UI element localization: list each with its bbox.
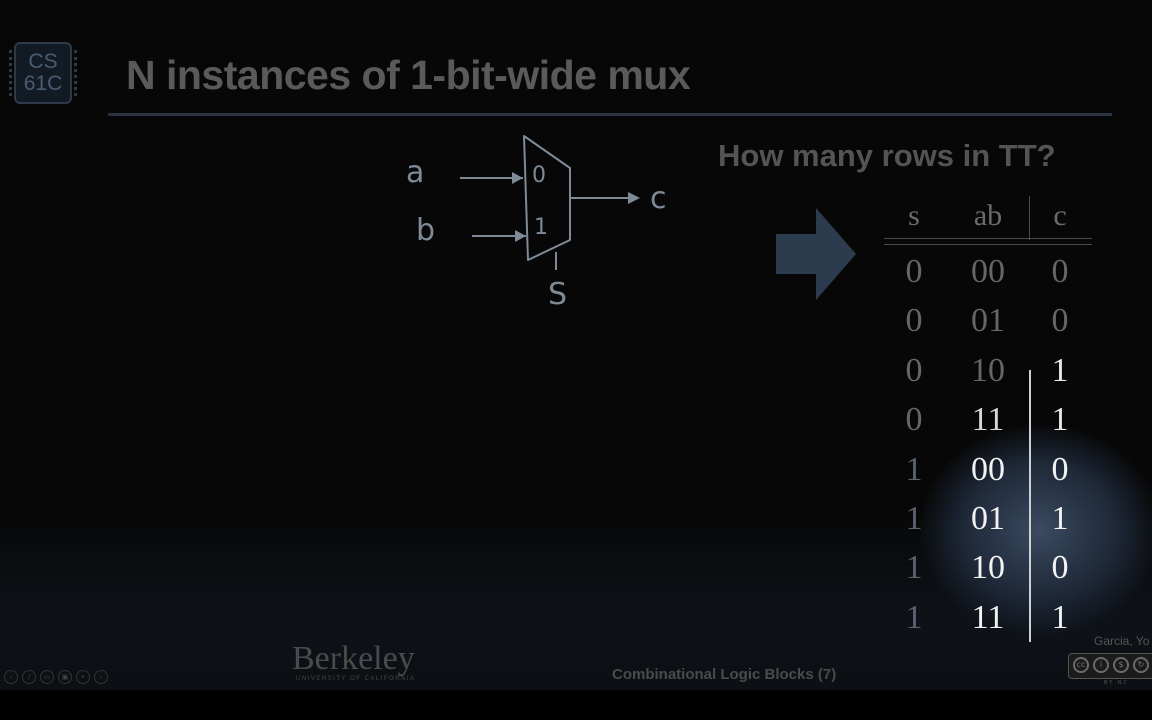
column-divider xyxy=(1029,370,1031,642)
mux-label-c: c xyxy=(650,181,667,216)
arrowhead-a xyxy=(512,172,523,184)
mux-label-b: b xyxy=(416,213,435,248)
mux-label-a: a xyxy=(406,155,424,190)
mux-port-1: 1 xyxy=(534,215,548,240)
highlight-glow xyxy=(920,425,1152,635)
question-text: How many rows in TT? xyxy=(718,138,1056,173)
cc-by-icon: i xyxy=(1093,657,1109,673)
truth-table-cell: 1 xyxy=(905,549,923,587)
license-labels: BY NC xyxy=(1104,680,1130,686)
truth-table-cell: 00 xyxy=(971,253,1005,290)
cc-sa-icon: ↻ xyxy=(1133,657,1149,673)
slide-nav-icons: ‹ / ▭ ▣ • › xyxy=(4,670,108,684)
mux-diagram: 0 1 a b c S xyxy=(406,135,667,312)
truth-table-cell: 0 xyxy=(905,351,923,389)
berkeley-logo: Berkeley xyxy=(292,640,415,677)
logo-line-2: 61C xyxy=(23,72,63,95)
creative-commons-icon: cc i $ ↻ xyxy=(1068,653,1152,679)
lecture-title: Combinational Logic Blocks (7) xyxy=(612,666,837,683)
slide-title: N instances of 1-bit-wide mux xyxy=(126,52,691,98)
cc-icon: cc xyxy=(1073,657,1089,673)
nav-slides-icon[interactable]: ▭ xyxy=(40,670,54,684)
slide: CS 61C N instances of 1-bit-wide mux How… xyxy=(0,42,1152,690)
letterbox-bar xyxy=(0,690,1152,720)
nav-prev-icon[interactable]: ‹ xyxy=(4,670,18,684)
truth-table-cell: 11 xyxy=(971,598,1005,636)
column-divider-header xyxy=(1029,196,1030,240)
truth-table-row: 0 00 0 xyxy=(884,252,1094,292)
header-rule-2 xyxy=(884,244,1092,245)
arrowhead-b xyxy=(515,230,526,242)
header-ab: ab xyxy=(973,199,1003,232)
truth-table-cell: 1 xyxy=(1051,401,1069,439)
nav-menu-icon[interactable]: • xyxy=(76,670,90,684)
truth-table-row: 0 11 1 xyxy=(884,400,1094,440)
author-credit: Garcia, Yo xyxy=(1094,634,1150,648)
truth-table-cell: 0 xyxy=(1051,450,1069,488)
mux-label-s: S xyxy=(548,277,567,312)
truth-table-row: 0 10 1 xyxy=(884,351,1094,391)
mux-port-0: 0 xyxy=(532,163,546,188)
truth-table-row: 1 01 1 xyxy=(884,499,1094,539)
berkeley-subtitle: UNIVERSITY OF CALIFORNIA xyxy=(296,676,416,682)
truth-table-cell: 0 xyxy=(905,401,923,439)
header-s: s xyxy=(908,199,920,232)
truth-table-cell: 10 xyxy=(971,549,1005,587)
logo-line-1: CS xyxy=(28,50,58,73)
truth-table-cell: 00 xyxy=(971,450,1005,488)
truth-table-cell: 1 xyxy=(1051,598,1069,636)
truth-table-header: s ab c xyxy=(884,196,1094,236)
truth-table-cell: 11 xyxy=(971,401,1005,439)
truth-table-cell: 01 xyxy=(971,500,1005,537)
arrow-right-icon xyxy=(776,208,856,300)
mux-body xyxy=(523,135,571,261)
truth-table: s ab c 0 00 0 0 01 0 0 10 1 0 11 1 1 00 0 1 01 1 1 10 0 1 11 1 xyxy=(884,190,1094,645)
truth-table-row: 1 11 1 xyxy=(884,598,1094,638)
header-c: c xyxy=(1053,199,1067,232)
truth-table-cell: 0 xyxy=(905,302,923,340)
header-rule xyxy=(884,238,1092,239)
truth-table-row: 1 10 0 xyxy=(884,548,1094,588)
truth-table-cell: 10 xyxy=(971,351,1005,389)
truth-table-cell: 0 xyxy=(905,253,923,290)
nav-pen-icon[interactable]: / xyxy=(22,670,36,684)
cc-nc-icon: $ xyxy=(1113,657,1129,673)
truth-table-cell: 1 xyxy=(905,500,923,537)
title-rule xyxy=(108,113,1112,116)
truth-table-cell: 1 xyxy=(905,598,923,636)
truth-table-cell: 1 xyxy=(1051,500,1069,537)
arrowhead-c xyxy=(628,192,640,204)
truth-table-cell: 01 xyxy=(971,302,1005,340)
truth-table-cell: 0 xyxy=(1051,302,1069,340)
course-logo: CS 61C xyxy=(9,42,77,104)
nav-view-icon[interactable]: ▣ xyxy=(58,670,72,684)
truth-table-cell: 1 xyxy=(905,450,923,488)
truth-table-row: 0 01 0 xyxy=(884,301,1094,341)
nav-next-icon[interactable]: › xyxy=(94,670,108,684)
truth-table-row: 1 00 0 xyxy=(884,450,1094,490)
truth-table-cell: 1 xyxy=(1051,351,1069,389)
truth-table-cell: 0 xyxy=(1051,549,1069,587)
truth-table-cell: 0 xyxy=(1051,253,1069,290)
